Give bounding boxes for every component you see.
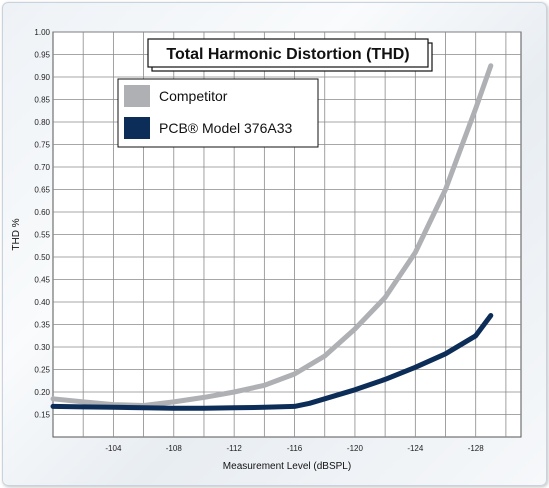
chart-title-box: Total Harmonic Distortion (THD)	[147, 38, 433, 72]
y-tick-label: 0.25	[34, 366, 50, 375]
x-tick-label: -112	[226, 444, 242, 453]
chart-title: Total Harmonic Distortion (THD)	[166, 46, 409, 63]
legend: Competitor PCB® Model 376A33	[117, 78, 319, 148]
y-axis-label: THD %	[11, 218, 22, 250]
y-tick-label: 0.45	[34, 276, 50, 285]
y-tick-label: 0.95	[34, 51, 50, 60]
legend-swatch-pcb	[124, 117, 150, 139]
y-tick-label: 0.35	[34, 321, 50, 330]
legend-label-pcb: PCB® Model 376A33	[159, 120, 292, 136]
x-tick-label: -120	[347, 444, 364, 453]
legend-swatch-competitor	[124, 85, 150, 107]
y-tick-labels: 0.15 0.20 0.25 0.30 0.35 0.40 0.45 0.50 0.55 0.60…	[34, 28, 50, 420]
y-tick-label: 0.65	[34, 186, 50, 195]
series-line-pcb	[50, 313, 494, 411]
y-tick-label: 0.50	[34, 253, 50, 262]
y-tick-label: 0.90	[34, 73, 50, 82]
x-tick-label: -104	[105, 444, 122, 453]
y-tick-label: 0.55	[34, 231, 50, 240]
y-tick-label: 0.20	[34, 388, 50, 397]
series-lines	[50, 63, 494, 411]
y-tick-label: 0.70	[34, 163, 50, 172]
y-tick-label: 0.60	[34, 208, 50, 217]
y-tick-label: 0.80	[34, 118, 50, 127]
x-tick-label: -116	[287, 444, 303, 453]
x-axis-label: Measurement Level (dBSPL)	[223, 461, 351, 472]
x-tick-label: -128	[468, 444, 485, 453]
x-tick-label: -108	[166, 444, 183, 453]
y-tick-label: 0.85	[34, 96, 50, 105]
x-tick-label: -124	[407, 444, 424, 453]
y-tick-label: 0.40	[34, 298, 50, 307]
y-tick-label: 0.15	[34, 411, 50, 420]
y-tick-label: 0.75	[34, 141, 50, 150]
x-tick-labels: -104 -108 -112 -116 -120 -124 -128	[105, 444, 484, 453]
y-tick-label: 0.30	[34, 343, 50, 352]
y-tick-label: 1.00	[34, 28, 50, 37]
legend-label-competitor: Competitor	[159, 88, 228, 104]
